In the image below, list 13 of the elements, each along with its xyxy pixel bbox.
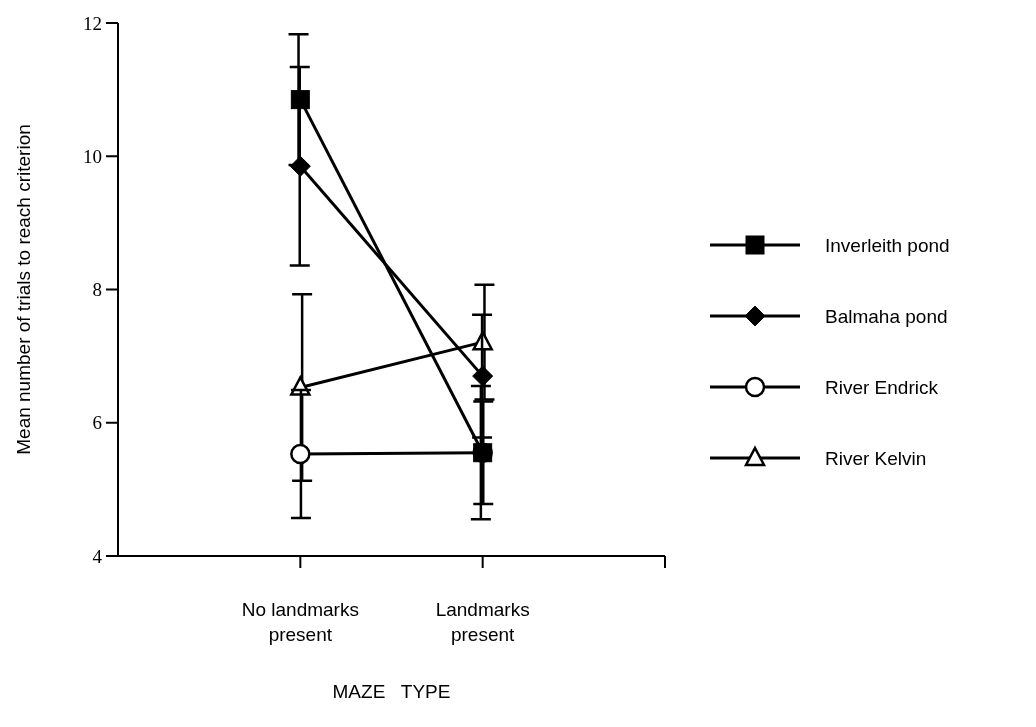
y-axis-title: Mean number of trials to reach criterion — [13, 124, 34, 455]
legend-label: River Kelvin — [825, 447, 927, 469]
y-tick-label: 10 — [83, 145, 102, 167]
legend-label: River Endrick — [825, 376, 939, 398]
y-tick-label: 8 — [92, 279, 102, 301]
y-tick-label: 12 — [83, 12, 102, 34]
legend-label: Balmaha pond — [825, 305, 948, 327]
y-tick-label: 4 — [92, 545, 103, 567]
x-tick-label: No landmarks present — [241, 599, 359, 645]
y-tick-label: 6 — [92, 412, 102, 434]
x-axis-title: MAZE TYPE — [332, 681, 451, 702]
x-tick-label: Landmarks present — [435, 599, 530, 645]
legend-label: Inverleith pond — [825, 234, 950, 256]
